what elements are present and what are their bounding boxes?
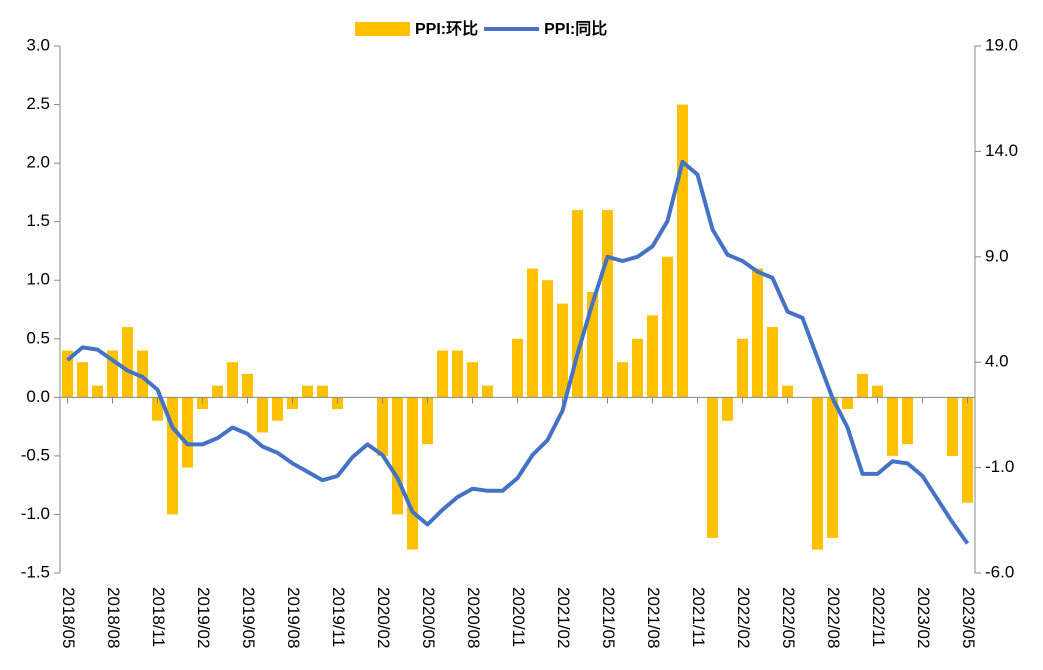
bar [467,362,478,398]
x-tick-label: 2021/11 [689,587,708,647]
x-tick-label: 2018/08 [104,587,123,648]
bar [707,397,718,538]
x-tick-label: 2019/02 [194,587,213,648]
bar [782,385,793,398]
bar [257,397,268,433]
bar [677,104,688,398]
bar [527,268,538,398]
line [66,159,970,545]
y2-tick-label: -6.0 [985,562,1014,581]
bar [872,385,883,398]
bar [962,397,973,503]
x-tick-label: 2023/02 [914,587,933,648]
y-tick-label: -1.5 [21,562,50,581]
x-tick-label: 2023/05 [959,587,978,648]
bar [452,350,463,398]
x-tick-label: 2022/11 [869,587,888,647]
x-tick-label: 2022/02 [734,587,753,648]
bar [212,385,223,398]
bar [737,338,748,398]
y2-tick-label: 9.0 [985,246,1009,265]
bar [227,362,238,398]
legend-label: PPI:同比 [544,20,607,38]
bar [767,327,778,398]
bar [812,397,823,550]
bar [602,209,613,398]
x-tick-label: 2019/11 [329,587,348,647]
y-tick-label: 2.5 [26,94,50,113]
bar [272,397,283,421]
legend-label: PPI:环比 [415,20,478,38]
y-tick-label: -1.0 [21,504,50,523]
bar [182,397,193,468]
bar [167,397,178,515]
x-tick-label: 2019/05 [239,587,258,648]
bar [647,315,658,398]
bar [377,397,388,456]
bar [662,256,673,398]
bar [122,327,133,398]
bar [617,362,628,398]
x-tick-label: 2018/05 [59,587,78,648]
bar [587,291,598,398]
bar [392,397,403,515]
bar [152,397,163,421]
x-tick-label: 2022/08 [824,587,843,648]
bar [827,397,838,538]
y2-tick-label: 4.0 [985,352,1009,371]
bar [857,373,868,398]
x-tick-label: 2018/11 [149,587,168,647]
y-tick-label: -0.5 [21,445,50,464]
bar [842,397,853,410]
x-tick-label: 2021/05 [599,587,618,648]
x-tick-label: 2020/02 [374,587,393,648]
y2-tick-label: 19.0 [985,35,1018,54]
bar [407,397,418,550]
bar [92,385,103,398]
bar [302,385,313,398]
x-tick-label: 2020/11 [509,587,528,647]
y-tick-label: 3.0 [26,35,50,54]
bar [62,350,73,398]
y-tick-label: 2.0 [26,153,50,172]
bar [902,397,913,445]
bar [542,280,553,398]
y2-tick-label: -1.0 [985,457,1014,476]
y-tick-label: 1.5 [26,211,50,230]
legend-swatch [355,22,410,36]
bar [947,397,958,456]
x-tick-label: 2021/02 [554,587,573,648]
bar [632,338,643,398]
x-tick-label: 2020/05 [419,587,438,648]
y-tick-label: 0.5 [26,328,50,347]
bar [752,268,763,398]
bar [572,209,583,398]
y2-tick-label: 14.0 [985,141,1018,160]
bar [512,338,523,398]
bar [77,362,88,398]
x-tick-label: 2019/08 [284,587,303,648]
y-tick-label: 1.0 [26,270,50,289]
bar [422,397,433,445]
bar [317,385,328,398]
bar [482,385,493,398]
x-tick-label: 2022/05 [779,587,798,648]
y-tick-label: 0.0 [26,387,50,406]
bar [242,373,253,398]
x-tick-label: 2020/08 [464,587,483,648]
bar [887,397,898,456]
bar [107,350,118,398]
bar [137,350,148,398]
bar [722,397,733,421]
x-tick-label: 2021/08 [644,587,663,648]
bar [557,303,568,398]
bar [437,350,448,398]
